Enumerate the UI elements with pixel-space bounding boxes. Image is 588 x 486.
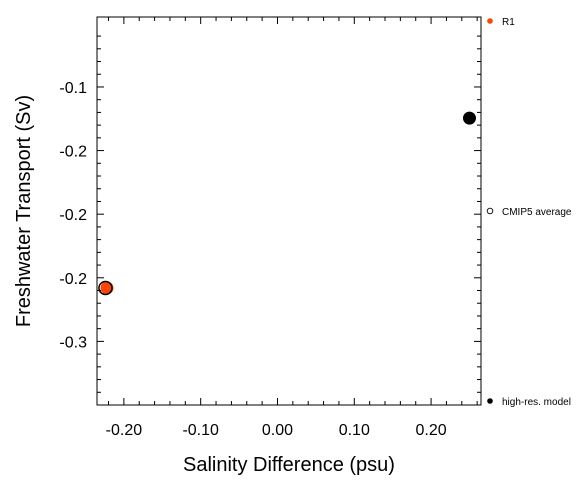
legend: R1 CMIP5 average high-res. model xyxy=(486,17,572,408)
data-points xyxy=(98,111,476,296)
x-axis-ticks: -0.20 -0.10 0.00 0.10 0.20 xyxy=(106,17,447,439)
x-tick-label: -0.10 xyxy=(182,422,219,439)
y-axis-ticks: -0.1 -0.2 -0.2 -0.2 -0.3 xyxy=(59,80,481,351)
legend-label: R1 xyxy=(502,17,515,28)
x-tick-label: 0.20 xyxy=(416,422,447,439)
data-point xyxy=(462,111,476,125)
legend-marker xyxy=(487,398,493,404)
legend-marker xyxy=(486,207,494,215)
y-tick-label: -0.2 xyxy=(59,271,87,288)
y-tick-label: -0.2 xyxy=(59,144,87,161)
legend-marker xyxy=(487,18,493,24)
x-minor-ticks xyxy=(108,17,478,405)
legend-label: CMIP5 average xyxy=(502,207,572,218)
data-point xyxy=(98,280,113,296)
x-axis-title: Salinity Difference (psu) xyxy=(183,454,395,476)
x-tick-label: -0.20 xyxy=(106,422,143,439)
plot-frame xyxy=(96,16,482,406)
y-tick-label: -0.3 xyxy=(59,334,87,351)
y-axis-title: Freshwater Transport (Sv) xyxy=(13,95,35,327)
legend-label: high-res. model xyxy=(502,397,571,408)
y-minor-ticks xyxy=(97,35,481,393)
x-tick-label: 0.00 xyxy=(262,422,293,439)
x-tick-label: 0.10 xyxy=(339,422,370,439)
y-tick-label: -0.2 xyxy=(59,207,87,224)
y-tick-label: -0.1 xyxy=(59,80,87,97)
